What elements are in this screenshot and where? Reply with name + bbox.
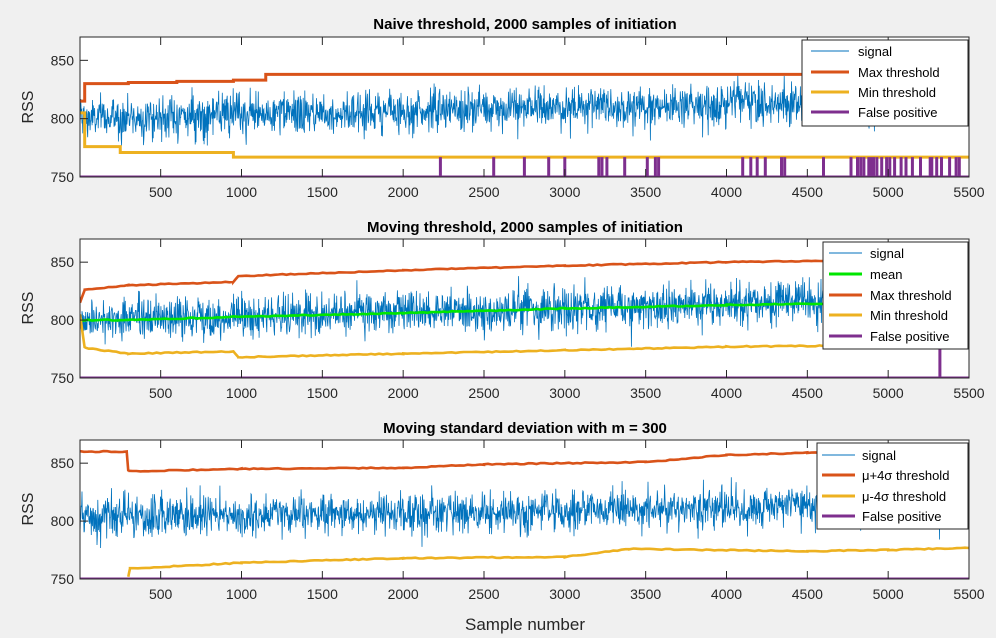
x-tick-label: 2000 [388,184,419,200]
subplot-3-title: Moving standard deviation with m = 300 [383,420,667,437]
subplot-2-legend[interactable]: signal mean Max threshold Min threshold … [822,241,969,350]
x-axis-label: Sample number [465,615,585,634]
series-max-threshold [80,72,969,103]
x-tick-label: 4500 [792,184,823,200]
y-tick-label: 800 [51,513,75,529]
x-tick-label: 5000 [873,385,904,401]
x-tick-label: 2000 [388,385,419,401]
y-tick-label: 850 [51,52,75,68]
subplot-2: Moving threshold, 2000 samples of initia… [20,219,985,401]
legend-label-mu-plus-4sigma: μ+4σ threshold [862,468,949,483]
subplot-2-series [80,257,969,378]
x-tick-label: 3500 [630,184,661,200]
subplot-1-ticks: 500 1000 1500 2000 2500 3000 3500 4000 4500 5000 5… [51,37,985,200]
x-tick-label: 500 [149,385,173,401]
subplot-1-axes-box [79,36,970,178]
x-tick-label: 4000 [711,586,742,602]
x-tick-label: 3000 [549,385,580,401]
x-tick-label: 2000 [388,586,419,602]
x-tick-label: 3000 [549,184,580,200]
legend-label-signal: signal [862,448,896,463]
subplot-2-ticks: 500 1000 1500 2000 2500 3000 3500 4000 4500 5000 5… [51,239,985,401]
series-mean [80,299,969,322]
x-tick-label: 5500 [953,385,984,401]
legend-label-false-positive: False positive [862,509,941,524]
legend-label-min-threshold: Min threshold [858,85,936,100]
series-false-positive [80,157,969,177]
x-tick-label: 5500 [953,184,984,200]
series-signal [80,274,969,347]
x-tick-label: 3000 [549,586,580,602]
subplot-1-title: Naive threshold, 2000 samples of initiat… [373,16,676,33]
x-tick-label: 1500 [307,586,338,602]
y-tick-label: 750 [51,571,75,587]
subplot-3-ylabel: RSS [20,493,37,526]
x-tick-label: 2500 [468,184,499,200]
subplot-2-axes-box [79,238,970,379]
x-tick-label: 5000 [873,586,904,602]
x-tick-label: 1000 [226,385,257,401]
x-tick-label: 1000 [226,184,257,200]
legend-label-signal: signal [870,246,904,261]
x-tick-label: 3500 [630,385,661,401]
x-tick-label: 500 [149,184,173,200]
x-tick-label: 4500 [792,385,823,401]
x-tick-label: 500 [149,586,173,602]
subplot-2-ylabel: RSS [20,292,37,325]
legend-label-max-threshold: Max threshold [870,288,952,303]
legend-label-mean: mean [870,267,903,282]
subplot-1-legend[interactable]: signal Max threshold Min threshold False… [801,39,969,127]
subplot-3-ticks: 500 1000 1500 2000 2500 3000 3500 4000 4500 5000 5… [51,440,985,602]
subplot-3-axes-box [79,439,970,580]
legend-label-mu-minus-4sigma: μ-4σ threshold [862,489,946,504]
series-4-threshold [127,546,969,577]
x-tick-label: 3500 [630,586,661,602]
y-tick-label: 800 [51,312,75,328]
subplot-3: Moving standard deviation with m = 300 5… [20,420,985,602]
y-tick-label: 800 [51,111,75,127]
x-tick-label: 5500 [953,586,984,602]
x-tick-label: 2500 [468,586,499,602]
x-tick-label: 1500 [307,385,338,401]
series-max-threshold [80,257,969,304]
subplot-3-legend[interactable]: signal μ+4σ threshold μ-4σ threshold Fal… [816,442,969,530]
legend-label-false-positive: False positive [858,105,937,120]
y-tick-label: 750 [51,169,75,185]
x-tick-label: 2500 [468,385,499,401]
x-tick-label: 5000 [873,184,904,200]
y-tick-label: 850 [51,455,75,471]
legend-label-max-threshold: Max threshold [858,65,940,80]
legend-label-min-threshold: Min threshold [870,308,948,323]
subplot-1: Naive threshold, 2000 samples of initiat… [20,16,985,200]
x-tick-label: 4000 [711,385,742,401]
x-tick-label: 4000 [711,184,742,200]
subplot-1-ylabel: RSS [20,91,37,124]
series-false-positive [80,344,969,378]
series-min-threshold [80,314,969,359]
x-tick-label: 1000 [226,586,257,602]
legend-label-signal: signal [858,44,892,59]
x-tick-label: 1500 [307,184,338,200]
y-tick-label: 850 [51,254,75,270]
x-tick-label: 4500 [792,586,823,602]
subplot-2-title: Moving threshold, 2000 samples of initia… [367,219,683,236]
y-tick-label: 750 [51,370,75,386]
legend-label-false-positive: False positive [870,329,949,344]
